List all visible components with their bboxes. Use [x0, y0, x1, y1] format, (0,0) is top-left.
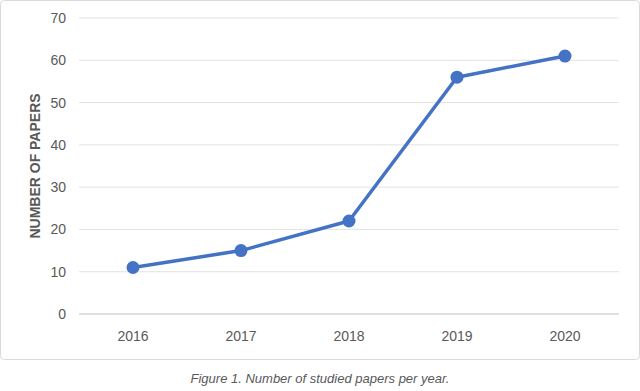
- y-tick-label: 10: [50, 264, 66, 280]
- grid-line: [79, 229, 619, 230]
- grid-line: [79, 144, 619, 145]
- x-tick-label: 2018: [333, 328, 364, 344]
- grid-line: [79, 18, 619, 19]
- y-tick-label: 20: [50, 221, 66, 237]
- chart: 0 10 20 30 40 50 60 70 2016 2017 2018 2019 2020 NUMBE…: [0, 0, 640, 391]
- x-tick-label: 2019: [441, 328, 472, 344]
- x-tick-label: 2016: [117, 328, 148, 344]
- x-tick-label: 2017: [225, 328, 256, 344]
- grid-line: [79, 314, 619, 315]
- y-tick-label: 60: [50, 52, 66, 68]
- y-tick-label: 0: [58, 306, 66, 322]
- y-tick-label: 70: [50, 10, 66, 26]
- caption: Figure 1. Number of studied papers per y…: [191, 371, 450, 386]
- grid-line: [79, 102, 619, 103]
- marker: [127, 261, 140, 274]
- marker: [343, 214, 356, 227]
- grid-line: [79, 271, 619, 272]
- grid-line: [79, 187, 619, 188]
- y-tick-label: 40: [50, 137, 66, 153]
- marker: [451, 71, 464, 84]
- series-line: [133, 56, 565, 267]
- y-tick-label: 50: [50, 95, 66, 111]
- x-tick-label: 2020: [549, 328, 580, 344]
- chart-frame: [1, 1, 640, 360]
- marker: [559, 50, 572, 63]
- y-tick-label: 30: [50, 179, 66, 195]
- plot-area: [127, 50, 572, 274]
- y-axis-label: NUMBER OF PAPERS: [27, 93, 43, 238]
- marker: [235, 244, 248, 257]
